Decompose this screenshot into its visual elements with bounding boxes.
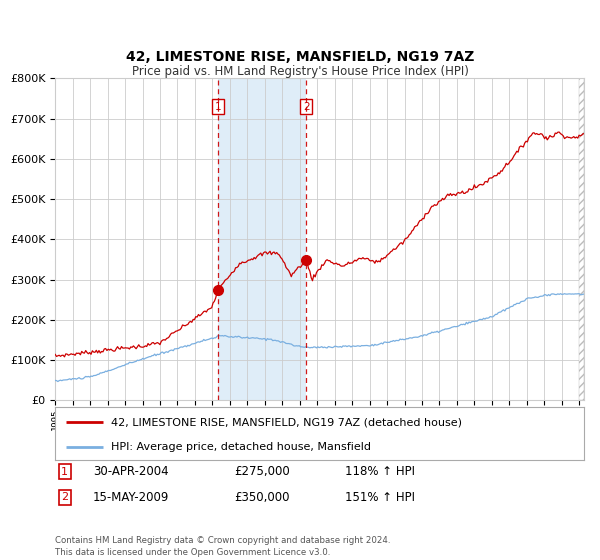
Text: £350,000: £350,000 [234,491,290,504]
Text: 118% ↑ HPI: 118% ↑ HPI [345,465,415,478]
Text: Price paid vs. HM Land Registry's House Price Index (HPI): Price paid vs. HM Land Registry's House … [131,66,469,78]
Text: Contains HM Land Registry data © Crown copyright and database right 2024.
This d: Contains HM Land Registry data © Crown c… [55,536,391,557]
Text: 42, LIMESTONE RISE, MANSFIELD, NG19 7AZ: 42, LIMESTONE RISE, MANSFIELD, NG19 7AZ [126,50,474,64]
Text: 2: 2 [61,492,68,502]
Bar [579,78,584,400]
Text: 1: 1 [215,101,221,111]
Text: £275,000: £275,000 [234,465,290,478]
Text: 151% ↑ HPI: 151% ↑ HPI [345,491,415,504]
Bar [218,78,306,400]
Text: HPI: Average price, detached house, Mansfield: HPI: Average price, detached house, Mans… [111,442,371,452]
Text: 30-APR-2004: 30-APR-2004 [93,465,169,478]
Bar [579,78,584,400]
Text: 15-MAY-2009: 15-MAY-2009 [93,491,169,504]
Text: 42, LIMESTONE RISE, MANSFIELD, NG19 7AZ (detached house): 42, LIMESTONE RISE, MANSFIELD, NG19 7AZ … [111,417,462,427]
Text: 1: 1 [61,466,68,477]
Text: 2: 2 [303,101,310,111]
